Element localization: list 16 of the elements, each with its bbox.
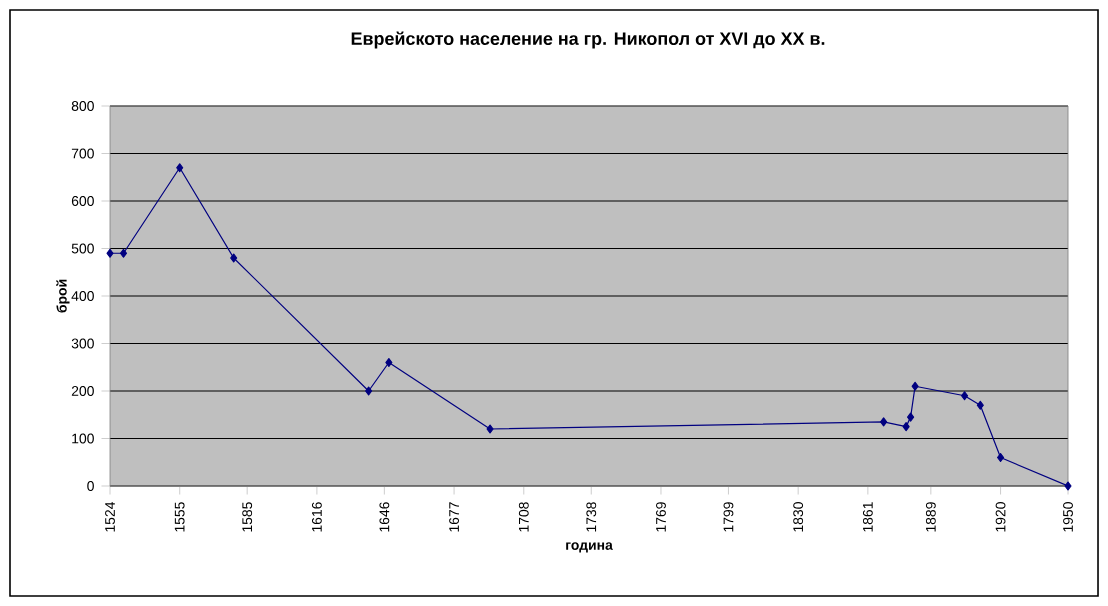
point <box>119 248 128 258</box>
point <box>960 391 969 401</box>
point <box>907 412 915 422</box>
point <box>1064 481 1072 491</box>
point <box>385 357 393 368</box>
point <box>365 386 373 396</box>
point <box>106 248 114 258</box>
point <box>230 253 238 263</box>
point <box>880 417 888 427</box>
point <box>902 422 910 432</box>
point <box>911 381 919 391</box>
point <box>486 424 494 434</box>
point <box>996 452 1005 463</box>
point <box>176 163 184 173</box>
chart-title: Еврейското население на гр. Никопол от XVI до XX в. <box>351 31 825 49</box>
point <box>976 400 984 410</box>
